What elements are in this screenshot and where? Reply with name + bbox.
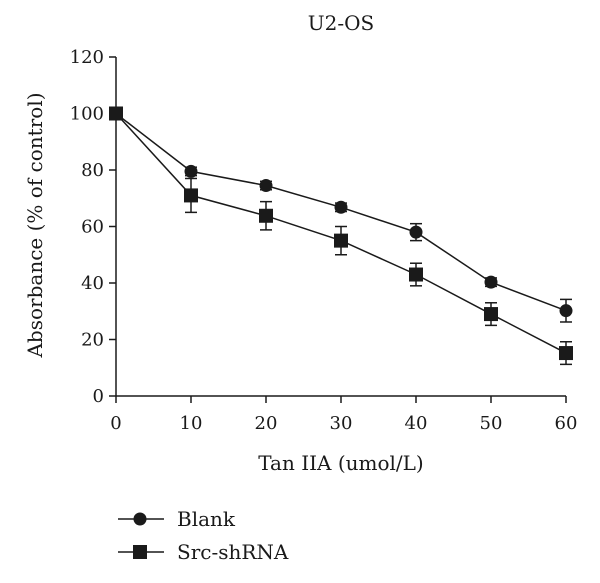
x-tick-label: 60: [555, 413, 578, 434]
data-point: [559, 304, 573, 318]
series-blank: [109, 107, 573, 323]
y-tick-label: 40: [81, 273, 104, 294]
x-tick-label: 10: [180, 413, 203, 434]
legend-label: Src-shRNA: [177, 540, 289, 564]
axes: 0 20 40 60 80 100 120 0 10 20 30 40 50 60: [70, 47, 578, 434]
data-point: [484, 275, 498, 289]
legend-marker: [133, 545, 147, 559]
series-layer: [109, 106, 573, 366]
legend-marker: [133, 512, 147, 526]
data-point: [184, 188, 198, 203]
y-tick-label: 0: [93, 386, 104, 407]
data-point: [259, 179, 273, 193]
y-axis-title: Absorbance (% of control): [23, 92, 47, 358]
y-tick-label: 80: [81, 160, 104, 181]
data-point: [259, 208, 273, 223]
chart-title: U2-OS: [308, 11, 374, 35]
x-axis-title: Tan IIA (umol/L): [258, 451, 423, 475]
y-tick-label: 60: [81, 217, 104, 238]
data-point: [559, 346, 573, 361]
y-tick-label: 100: [70, 104, 104, 125]
legend-item-src-shrna: Src-shRNA: [118, 540, 289, 564]
y-tick-label: 120: [70, 47, 104, 68]
data-point: [484, 307, 498, 322]
data-point: [409, 225, 423, 239]
x-tick-label: 20: [255, 413, 278, 434]
legend-item-blank: Blank: [118, 507, 236, 531]
legend-label: Blank: [177, 507, 236, 531]
data-point: [409, 267, 423, 282]
data-point: [334, 200, 348, 214]
y-tick-label: 20: [81, 330, 104, 351]
data-point: [109, 106, 123, 121]
x-tick-label: 0: [110, 413, 121, 434]
x-tick-label: 30: [330, 413, 353, 434]
legend: Blank Src-shRNA: [118, 507, 289, 564]
data-point: [184, 164, 198, 178]
data-point: [334, 233, 348, 248]
x-tick-label: 40: [405, 413, 428, 434]
series-src-shrna: [109, 106, 573, 366]
x-tick-label: 50: [480, 413, 503, 434]
